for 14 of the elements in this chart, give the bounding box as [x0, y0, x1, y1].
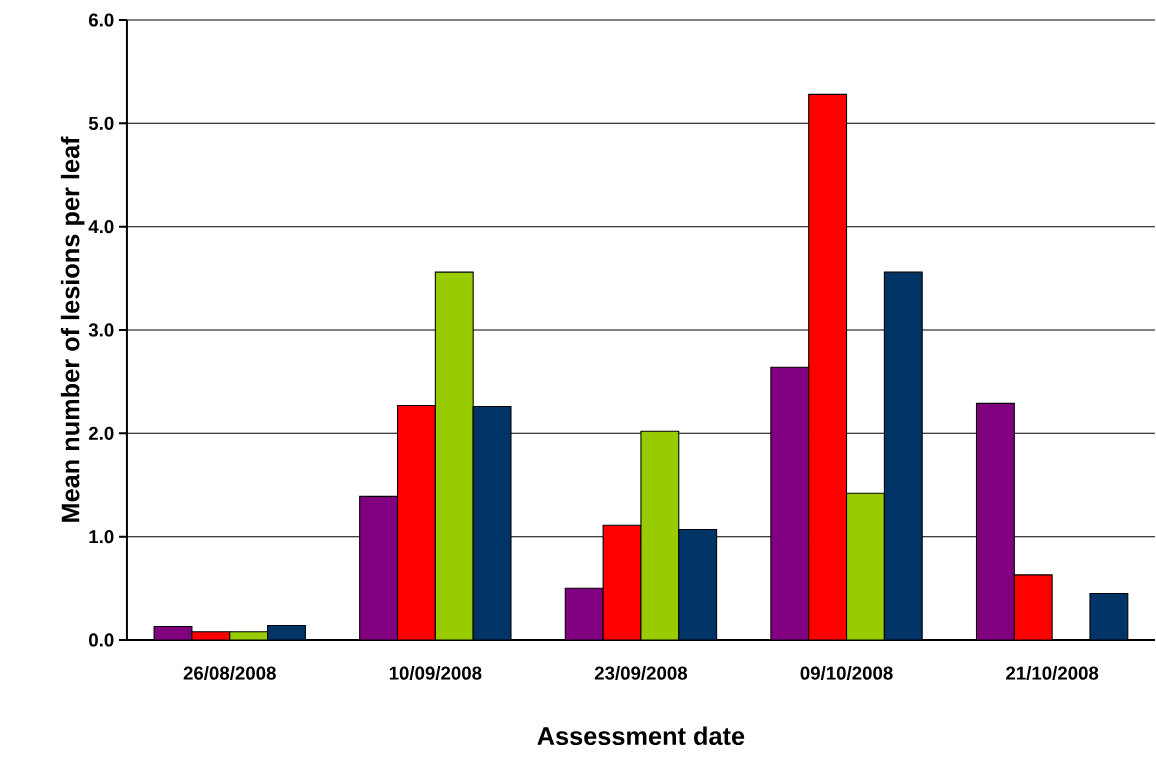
y-axis-title: Mean number of lesions per leaf [60, 136, 85, 522]
x-tick-label: 09/10/2008 [800, 666, 893, 680]
x-tick-label: 26/08/2008 [183, 666, 276, 680]
y-tick-label: 1.0 [89, 530, 114, 544]
y-tick-label: 3.0 [88, 323, 114, 337]
y-tick-label: 4.0 [88, 220, 114, 234]
y-tick-label: 2.0 [88, 426, 114, 440]
x-tick-label: 10/09/2008 [389, 666, 482, 680]
x-tick-label: 23/09/2008 [594, 666, 688, 680]
y-tick-label: 5.0 [88, 116, 114, 130]
y-tick-label: 0.0 [89, 633, 114, 647]
y-tick-label: 6.0 [88, 13, 114, 27]
x-tick-label: 21/10/2008 [1006, 666, 1099, 680]
x-axis-title: Assessment date [537, 726, 745, 746]
